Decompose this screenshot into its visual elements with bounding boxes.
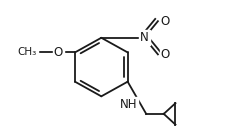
Text: O: O bbox=[160, 48, 169, 61]
Text: N: N bbox=[139, 31, 148, 44]
Text: NH: NH bbox=[119, 98, 137, 111]
Text: O: O bbox=[54, 46, 63, 59]
Text: O: O bbox=[160, 15, 169, 28]
Text: CH₃: CH₃ bbox=[17, 47, 37, 57]
